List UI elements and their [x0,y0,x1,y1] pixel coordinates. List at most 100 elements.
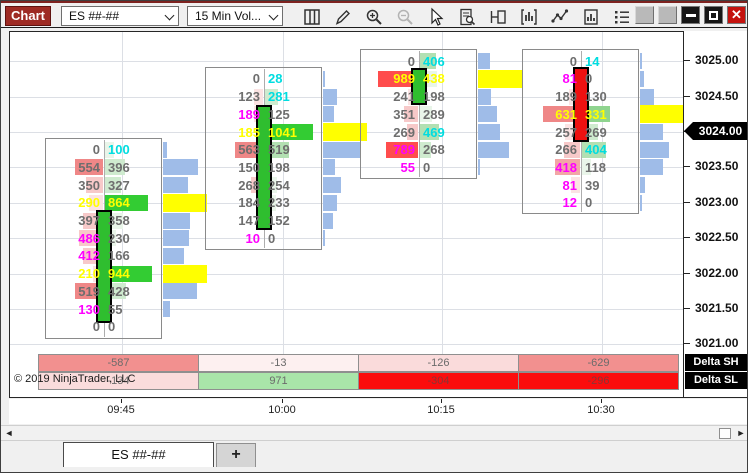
ask-volume-value: 14 [585,54,600,69]
bid-volume-value: 519 [78,284,100,299]
bid-volume-value: 0 [569,54,577,69]
vertical-gridline [283,32,284,354]
scroll-right-arrow[interactable]: ► [736,428,746,438]
bid-volume-shading [571,177,580,193]
volume-profile-bar [640,53,642,69]
ask-volume-value: 125 [268,107,290,122]
last-price-marker: 3024.00 [693,122,747,140]
time-tick-label: 09:45 [107,404,135,416]
maximize-button[interactable] [704,6,723,24]
footprint-bar [522,49,639,214]
line-type-icon[interactable] [549,6,571,28]
candle-up [96,210,112,323]
extra-1-button[interactable] [635,6,654,24]
time-tick [282,399,283,403]
price-tick [684,343,690,344]
time-axis[interactable]: 09:45 10:00 10:15 10:30 [9,399,747,424]
report-icon[interactable] [580,6,602,28]
ask-volume-shading [420,142,431,158]
footprint-bar [205,67,322,250]
ask-volume-value: 864 [108,195,130,210]
bid-volume-value: 269 [393,125,415,140]
bid-volume-value: 10 [245,231,260,246]
data-grid-icon[interactable] [301,6,323,28]
ask-volume-value: 404 [585,142,607,157]
price-axis[interactable]: 3024.00 Delta SH Delta SL 3025.00 3024.50… [684,31,747,398]
close-button[interactable]: ✕ [727,6,746,24]
volume-profile-bar [163,283,197,299]
volume-profile-bar [640,89,654,105]
bid-volume-value: 290 [78,195,100,210]
price-tick-label: 3024.50 [695,89,739,103]
bid-volume-shading [89,195,103,211]
delta-cell: -126 [358,354,519,372]
bid-volume-value: 130 [78,302,100,317]
footprint-bar [45,138,162,339]
extra-2-button[interactable] [658,6,677,24]
ask-volume-value: 358 [108,213,130,228]
time-tick [601,399,602,403]
ask-volume-value: 428 [108,284,130,299]
vertical-gridline [602,32,603,354]
horizontal-scrollbar[interactable]: ◄ ► [1,425,747,441]
ask-volume-value: 0 [585,195,593,210]
bid-volume-value: 0 [252,71,260,86]
delta-cell: -629 [518,354,679,372]
bid-volume-value: 486 [78,231,100,246]
copyright-text: © 2019 NinjaTrader, LLC [14,373,136,385]
delta-cell: 971 [198,372,359,390]
ask-volume-value: 438 [423,71,445,86]
bid-volume-shading [407,124,418,140]
bid-volume-value: 257 [555,125,577,140]
ask-volume-shading [265,124,313,140]
bid-volume-shading [378,71,418,87]
bid-volume-value: 397 [78,213,100,228]
ask-volume-shading [420,124,439,140]
ask-volume-value: 28 [268,71,283,86]
price-tick [684,96,690,97]
bid-volume-value: 81 [562,178,577,193]
instrument-dropdown[interactable]: ES ##-## [61,6,179,26]
bid-volume-value: 184 [238,195,260,210]
price-tick-label: 3021.50 [695,301,739,315]
bid-volume-value: 210 [78,266,100,281]
toolbar [301,5,633,28]
volume-profile-bar [478,124,500,140]
bar-type-icon[interactable] [518,6,540,28]
scroll-left-arrow[interactable]: ◄ [4,428,14,438]
volume-profile-bar [640,195,642,211]
ask-volume-shading [582,159,591,175]
panel-icon[interactable] [487,6,509,28]
bid-volume-value: 631 [555,107,577,122]
bid-volume-shading [564,142,580,158]
volume-profile-bar [640,71,644,87]
volume-profile-bar [323,159,335,175]
chart-trader-icon[interactable] [456,6,478,28]
ask-volume-value: 944 [108,266,130,281]
minimize-button[interactable] [681,6,700,24]
ask-volume-value: 39 [585,178,600,193]
bid-volume-value: 351 [393,107,415,122]
bid-volume-value: 185 [238,125,260,140]
price-tick-label: 3023.00 [695,195,739,209]
ask-volume-shading [105,159,125,175]
pointer-icon[interactable] [425,6,447,28]
bid-volume-shading [86,177,103,193]
list-icon[interactable] [611,6,633,28]
zoom-in-icon[interactable] [363,6,385,28]
add-tab-button[interactable]: + [216,443,256,467]
tab-es-contract[interactable]: ES ##-## [63,442,214,467]
title-bar: Chart ES ##-## 15 Min Vol... ✕ [1,1,747,28]
draw-icon[interactable] [332,6,354,28]
scrollbar-thumb[interactable] [719,428,731,439]
interval-dropdown[interactable]: 15 Min Vol... [187,6,283,26]
ask-volume-value: 233 [268,195,290,210]
chart-plot-area[interactable]: © 2019 NinjaTrader, LLC 0 100 554 396 350 327… [9,31,684,398]
bid-volume-value: 418 [555,160,577,175]
zoom-out-icon[interactable] [394,6,416,28]
bid-volume-value: 0 [92,319,100,334]
horizontal-gridline [10,167,683,168]
delta-sl-axis-label: Delta SL [685,372,747,389]
ask-volume-value: 166 [108,248,130,263]
price-tick [684,308,690,309]
